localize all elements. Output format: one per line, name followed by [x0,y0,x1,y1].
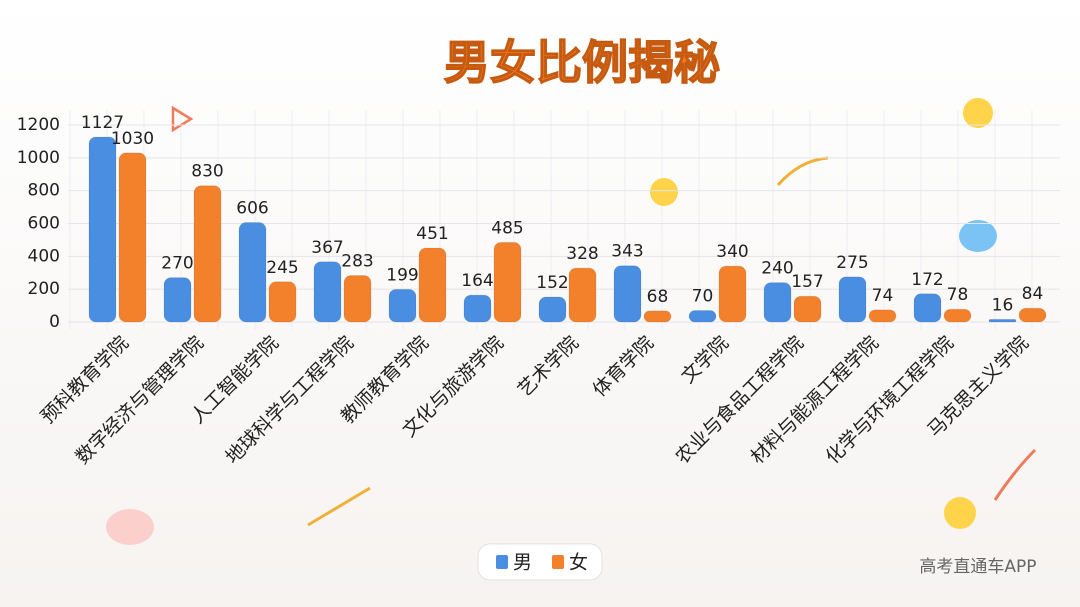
y-tick-label: 800 [28,181,60,201]
chart-title: 男女比例揭秘 [444,36,720,90]
data-label: 199 [386,265,418,285]
legend: 男女 [496,552,588,574]
bar [538,296,567,323]
legend-swatch [552,555,564,569]
data-label: 74 [872,286,894,306]
data-label: 172 [911,270,943,290]
bar [613,265,642,323]
legend-swatch [496,555,508,569]
bar [688,310,717,323]
data-label: 16 [992,295,1014,315]
data-label: 245 [266,258,298,278]
bar [163,277,192,323]
emoji-decoration [944,497,976,529]
arrow-decoration [307,486,371,527]
data-label: 68 [647,287,669,307]
data-label: 270 [161,254,193,274]
data-label: 275 [836,253,868,273]
bar [1018,307,1047,323]
data-label: 164 [461,271,493,291]
bar [718,265,747,323]
data-label: 1127 [81,113,124,133]
data-label: 283 [341,252,373,272]
data-label: 367 [311,238,343,258]
data-label: 84 [1022,284,1044,304]
bar [643,310,672,323]
data-label: 485 [491,218,523,238]
bar [418,247,447,323]
data-label: 78 [947,285,969,305]
bar [943,308,972,323]
bar [868,309,897,323]
bar [118,152,147,323]
data-label: 340 [716,242,748,262]
bar [343,275,372,323]
emoji-decoration [106,509,154,545]
bar [388,288,417,323]
y-tick-label: 200 [28,279,60,299]
arrow-decoration [993,448,1037,501]
legend-label: 女 [569,552,588,574]
emoji-decoration [650,178,678,206]
data-label: 451 [416,224,448,244]
bar [238,222,267,323]
bar [913,293,942,323]
y-tick-label: 0 [49,312,60,332]
data-label: 343 [611,242,643,262]
legend-label: 男 [513,552,532,574]
bar [763,282,792,323]
bar [88,136,117,323]
data-label: 1030 [111,129,154,149]
y-tick-label: 1200 [17,115,60,135]
bar [313,261,342,323]
bar [493,241,522,323]
data-label: 328 [566,244,598,264]
emoji-decoration [959,220,997,252]
data-label: 70 [692,287,714,307]
emoji-decoration [963,98,993,128]
bar [463,294,492,323]
bar [568,267,597,323]
bar [193,185,222,323]
data-label: 606 [236,199,268,219]
bar [793,295,822,323]
data-label: 152 [536,273,568,293]
y-tick-label: 400 [28,246,60,266]
bar [988,318,1017,323]
data-label: 830 [191,162,223,182]
y-tick-label: 600 [28,214,60,234]
legend-box [477,543,603,581]
data-label: 240 [761,259,793,279]
bar [268,281,297,323]
arrow-decoration [776,156,829,186]
source-watermark: 高考直通车APP [919,557,1036,577]
bar [838,276,867,323]
data-label: 157 [791,272,823,292]
y-tick-label: 1000 [17,148,60,168]
